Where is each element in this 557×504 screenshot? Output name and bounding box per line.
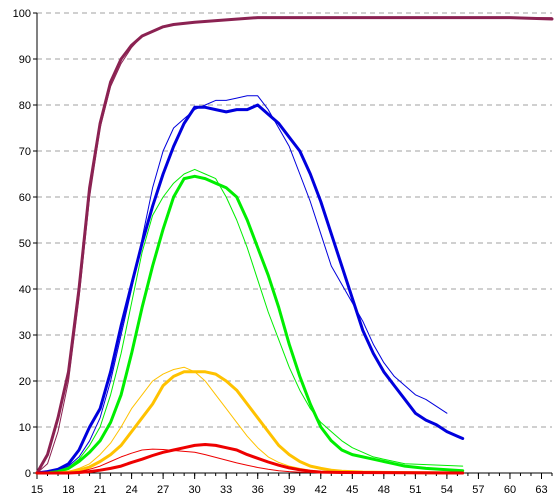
x-tick-label: 18 [62,484,74,496]
series-line-2 [35,103,465,475]
x-tick-label: 15 [31,484,43,496]
y-tick-label: 60 [19,192,31,204]
series-line-1 [36,17,553,474]
y-tick-label: 50 [19,238,31,250]
x-tick-label: 39 [283,484,295,496]
x-tick-label: 45 [346,484,358,496]
x-tick-label: 27 [157,484,169,496]
x-tick-label: 57 [472,484,484,496]
x-tick-label: 30 [189,484,201,496]
y-tick-label: 0 [25,468,31,480]
x-tick-label: 36 [252,484,264,496]
x-tick-label: 60 [504,484,516,496]
x-tick-label: 21 [94,484,106,496]
tick-labels: 0 10 20 30 40 50 60 70 80 90 100 15 18 21 24 27 30 33 36 39… [13,8,548,496]
x-tick-label: 48 [378,484,390,496]
series-line-5 [36,168,464,474]
y-tick-label: 90 [19,54,31,66]
y-tick-label: 20 [19,376,31,388]
axes [33,12,553,479]
series-group [35,16,554,475]
series-line-4 [35,174,465,475]
y-tick-label: 30 [19,330,31,342]
y-tick-label: 70 [19,146,31,158]
series-line-0 [35,16,554,475]
x-tick-label: 24 [125,484,137,496]
y-tick-label: 40 [19,284,31,296]
series-line-3 [36,95,448,474]
x-tick-label: 63 [535,484,547,496]
x-tick-label: 54 [441,484,453,496]
series-line-9 [36,448,464,474]
series-line-8 [35,443,465,475]
y-tick-label: 80 [19,100,31,112]
x-tick-label: 51 [409,484,421,496]
x-tick-label: 42 [315,484,327,496]
gridlines [37,12,552,428]
y-tick-label: 100 [13,8,31,20]
y-tick-label: 10 [19,422,31,434]
series-line-6 [35,370,465,475]
series-line-7 [36,366,464,474]
x-tick-label: 33 [220,484,232,496]
